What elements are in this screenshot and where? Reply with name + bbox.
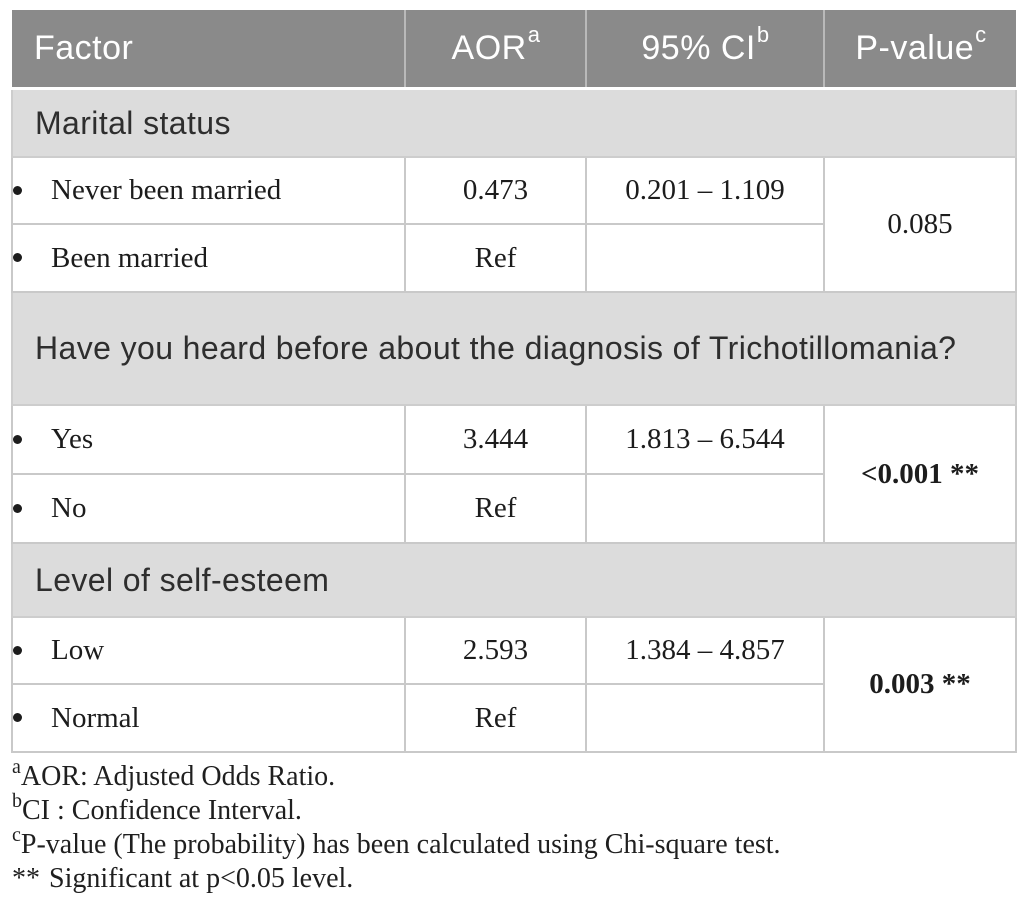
footnote-superscript: a bbox=[12, 755, 21, 778]
factor-cell: Low bbox=[11, 616, 406, 685]
section-row-marital-status: Marital status bbox=[11, 87, 1017, 158]
regression-results-table: Factor AORa 95% CIb P-valuec Marital sta… bbox=[11, 10, 1017, 753]
section-row-self-esteem: Level of self-esteem bbox=[11, 542, 1017, 618]
aor-value: Ref bbox=[404, 683, 587, 753]
factor-label: Yes bbox=[51, 423, 94, 455]
footnote-text: Significant at p<0.05 level. bbox=[49, 863, 354, 894]
header-ci-label: 95% CI bbox=[641, 28, 756, 67]
factor-cell: Yes bbox=[11, 404, 406, 475]
table-row: Yes 3.444 1.813 – 6.544 <0.001 ** bbox=[11, 404, 1017, 544]
header-aor-label: AOR bbox=[451, 28, 527, 67]
ci-value bbox=[585, 473, 825, 544]
section-title: Have you heard before about the diagnosi… bbox=[11, 291, 1017, 406]
header-cell-aor: AORa bbox=[404, 10, 586, 90]
aor-value: 0.473 bbox=[404, 156, 587, 225]
bullet-icon bbox=[13, 503, 22, 513]
footnote-superscript: c bbox=[12, 823, 21, 846]
aor-value: 2.593 bbox=[404, 616, 587, 685]
footnote-text: AOR: Adjusted Odds Ratio. bbox=[20, 761, 336, 792]
footnote-pvalue: cP-value (The probability) has been calc… bbox=[12, 825, 781, 862]
footnote-text: CI : Confidence Interval. bbox=[22, 795, 302, 826]
table-footnotes: aAOR: Adjusted Odds Ratio. bCI : Confide… bbox=[12, 757, 781, 896]
header-cell-pvalue: P-valuec bbox=[823, 10, 1016, 90]
pvalue-cell: 0.003 ** bbox=[823, 616, 1017, 753]
header-cell-factor: Factor bbox=[12, 10, 405, 90]
factor-label: No bbox=[51, 492, 87, 524]
significance-stars: ** bbox=[12, 863, 40, 894]
ci-value: 1.384 – 4.857 bbox=[585, 616, 825, 685]
factor-label: Normal bbox=[51, 701, 140, 734]
header-factor-label: Factor bbox=[34, 28, 134, 67]
footnote-superscript: b bbox=[12, 789, 22, 812]
factor-label: Never been married bbox=[51, 174, 282, 206]
factor-cell: Normal bbox=[11, 683, 406, 753]
aor-value: 3.444 bbox=[404, 404, 587, 475]
header-pvalue-label: P-value bbox=[855, 28, 975, 67]
bullet-icon bbox=[13, 185, 22, 195]
footnote-aor: aAOR: Adjusted Odds Ratio. bbox=[12, 757, 781, 794]
bullet-icon bbox=[13, 645, 22, 655]
header-pvalue-superscript: c bbox=[975, 22, 987, 48]
table-row: Never been married 0.473 0.201 – 1.109 0… bbox=[11, 156, 1017, 293]
bullet-icon bbox=[13, 713, 22, 723]
aor-value: Ref bbox=[404, 223, 587, 293]
factor-label: Been married bbox=[51, 241, 209, 274]
ci-value: 0.201 – 1.109 bbox=[585, 156, 825, 225]
footnote-ci: bCI : Confidence Interval. bbox=[12, 791, 781, 828]
table-header-row: Factor AORa 95% CIb P-valuec bbox=[12, 10, 1016, 90]
table-row: Been married Ref bbox=[11, 223, 1016, 293]
factor-cell: Never been married bbox=[11, 156, 406, 225]
section-title: Level of self-esteem bbox=[11, 542, 1017, 618]
pvalue-cell: <0.001 ** bbox=[823, 404, 1017, 544]
aor-value: Ref bbox=[404, 473, 587, 544]
header-aor-superscript: a bbox=[527, 22, 541, 48]
bullet-icon bbox=[13, 253, 22, 263]
ci-value: 1.813 – 6.544 bbox=[585, 404, 825, 475]
section-row-heard-before: Have you heard before about the diagnosi… bbox=[11, 291, 1017, 406]
factor-cell: Been married bbox=[11, 223, 406, 293]
table-row: Low 2.593 1.384 – 4.857 0.003 ** bbox=[11, 616, 1017, 753]
table-row: Normal Ref bbox=[11, 683, 1016, 753]
footnote-text: P-value (The probability) has been calcu… bbox=[20, 829, 781, 860]
factor-label: Low bbox=[51, 634, 105, 666]
footnote-significance: ** Significant at p<0.05 level. bbox=[12, 862, 781, 896]
header-ci-superscript: b bbox=[756, 22, 770, 48]
section-title: Marital status bbox=[11, 87, 1017, 158]
header-cell-ci: 95% CIb bbox=[585, 10, 824, 90]
table-row: No Ref bbox=[11, 473, 1016, 544]
pvalue-cell: 0.085 bbox=[823, 156, 1017, 293]
bullet-icon bbox=[13, 434, 22, 444]
ci-value bbox=[585, 223, 825, 293]
factor-cell: No bbox=[11, 473, 406, 544]
ci-value bbox=[585, 683, 825, 753]
